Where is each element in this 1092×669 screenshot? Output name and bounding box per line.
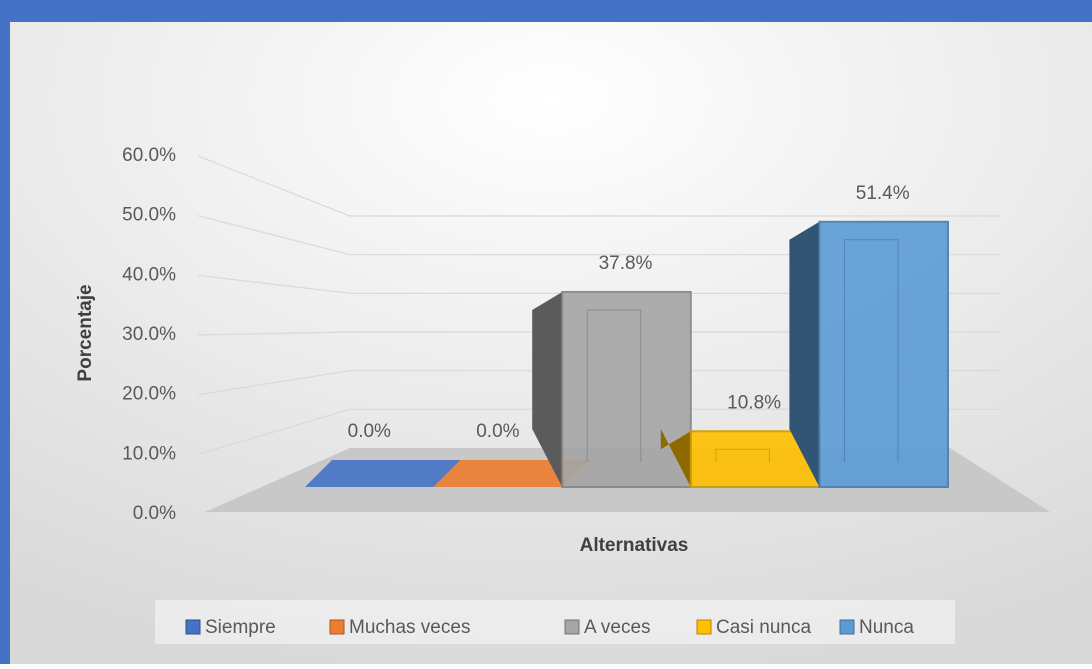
bar: [818, 220, 950, 488]
legend-label: Nunca: [859, 617, 914, 638]
bar: [433, 460, 590, 487]
legend-label: Muchas veces: [349, 617, 470, 638]
legend-label: Siempre: [205, 617, 276, 638]
grid-line: [197, 408, 1000, 455]
legend-label: A veces: [584, 617, 651, 638]
data-label: 37.8%: [599, 253, 653, 274]
x-axis-title: Alternativas: [580, 535, 689, 556]
y-tick-label: 50.0%: [122, 205, 176, 226]
y-tick-label: 30.0%: [122, 324, 176, 345]
legend-swatch: [564, 619, 580, 635]
bar: [561, 290, 692, 488]
bar-edge: [843, 239, 899, 462]
y-tick-label: 60.0%: [122, 145, 176, 166]
data-label: 10.8%: [727, 392, 781, 413]
legend-label: Casi nunca: [716, 617, 811, 638]
y-tick-label: 20.0%: [122, 384, 176, 405]
data-label: 51.4%: [856, 183, 910, 204]
y-axis-title: Porcentaje: [75, 284, 96, 381]
y-tick-label: 40.0%: [122, 264, 176, 285]
bar-edge: [586, 309, 642, 462]
y-tick-label: 10.0%: [122, 443, 176, 464]
legend-swatch: [329, 619, 345, 635]
grid-line: [197, 370, 1000, 396]
data-label: 0.0%: [348, 421, 391, 442]
bar-side: [789, 221, 820, 487]
bar: [305, 460, 461, 487]
grid-line: [197, 274, 1000, 294]
legend-swatch: [839, 619, 855, 635]
legend-swatch: [696, 619, 712, 635]
data-label: 0.0%: [476, 421, 519, 442]
bar-side: [532, 291, 563, 487]
bar-side: [660, 429, 691, 487]
grid-line: [197, 155, 1000, 217]
bar-edge: [715, 448, 770, 462]
grid-line: [197, 331, 1000, 336]
legend: [155, 600, 955, 644]
grid-line: [197, 215, 1000, 256]
legend-swatch: [185, 619, 201, 635]
y-tick-label: 0.0%: [133, 503, 176, 524]
